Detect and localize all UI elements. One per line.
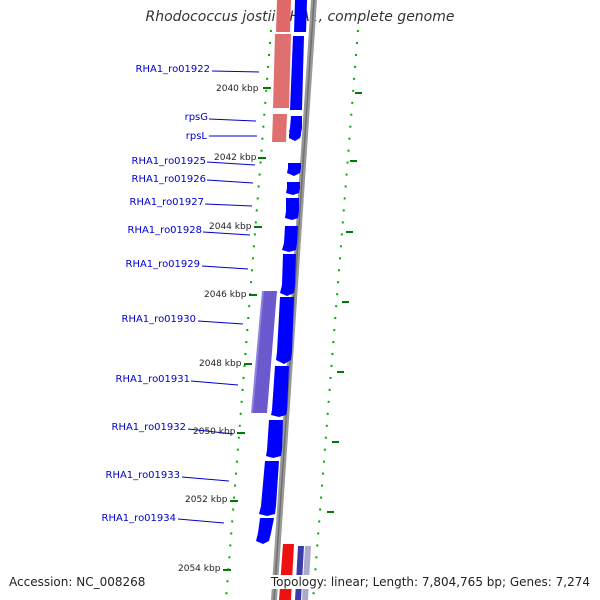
scale-labels: 2040 kbp 2042 kbp 2044 kbp 2046 kbp 2048 kbp… (178, 84, 259, 574)
gene-arrow-RHA1_ro01926[interactable] (286, 182, 300, 195)
gene-leader-line (208, 118, 257, 122)
scale-label: 2044 kbp (209, 222, 252, 232)
gene-label-RHA1_ro01933[interactable]: RHA1_ro01933 (106, 470, 181, 481)
gene-label-RHA1_ro01928[interactable]: RHA1_ro01928 (128, 225, 203, 236)
top-strand-features (276, 0, 307, 32)
gene-leader-line (181, 476, 230, 482)
gene-leader-line (197, 320, 244, 325)
gene-leader-line (177, 518, 225, 524)
gene-arrow-RHA1_ro01931[interactable] (271, 366, 289, 417)
gene-leader-line (190, 380, 239, 386)
gene-labels[interactable]: RHA1_ro01922 rpsG rpsL RHA1_ro01925 RHA1_ro0… (102, 64, 260, 524)
scale-label: 2054 kbp (178, 564, 221, 574)
scale-label: 2040 kbp (216, 84, 259, 94)
gene-arrow-RHA1_ro01932[interactable] (266, 420, 283, 458)
gene-arrow-RHA1_ro01928[interactable] (282, 226, 298, 252)
gene-label-RHA1_ro01934[interactable]: RHA1_ro01934 (102, 513, 177, 524)
scale-label: 2052 kbp (185, 495, 228, 505)
gene-label-RHA1_ro01927[interactable]: RHA1_ro01927 (130, 197, 205, 208)
gene-label-rpsG[interactable]: rpsG (185, 112, 208, 123)
gene-arrows[interactable] (256, 36, 304, 544)
gene-label-rpsL[interactable]: rpsL (186, 131, 208, 142)
gene-label-RHA1_ro01925[interactable]: RHA1_ro01925 (132, 156, 207, 167)
scale-label: 2048 kbp (199, 359, 242, 369)
gene-arrow-RHA1_ro01929[interactable] (280, 254, 296, 296)
gene-leader-line (202, 231, 251, 236)
scale-label: 2050 kbp (193, 427, 236, 437)
operon-band (251, 290, 277, 414)
scale-label: 2046 kbp (204, 290, 247, 300)
gene-label-RHA1_ro01930[interactable]: RHA1_ro01930 (122, 314, 197, 325)
gene-arrow-RHA1_ro01934[interactable] (256, 518, 274, 544)
gene-leader-line (206, 161, 256, 166)
gene-label-RHA1_ro01926[interactable]: RHA1_ro01926 (132, 174, 207, 185)
gene-leader-line (187, 428, 234, 435)
gene-label-RHA1_ro01931[interactable]: RHA1_ro01931 (116, 374, 191, 385)
genome-axis (271, 0, 317, 600)
gene-label-RHA1_ro01922[interactable]: RHA1_ro01922 (136, 64, 211, 75)
topology-text: Topology: linear; Length: 7,804,765 bp; … (270, 575, 590, 589)
gene-leader-line (211, 70, 260, 73)
rna-features (272, 34, 291, 142)
gene-arrow-RHA1_ro01922[interactable] (290, 36, 304, 110)
gene-label-RHA1_ro01932[interactable]: RHA1_ro01932 (112, 422, 187, 433)
gene-arrow-RHA1_ro01930[interactable] (276, 297, 294, 364)
gene-arrow-rpsL[interactable] (289, 130, 301, 141)
bottom-features (279, 544, 311, 600)
gene-label-RHA1_ro01929[interactable]: RHA1_ro01929 (126, 259, 201, 270)
scale-label: 2042 kbp (214, 153, 257, 163)
gene-arrow-RHA1_ro01925[interactable] (287, 163, 301, 176)
accession-text: Accession: NC_008268 (9, 575, 146, 589)
gene-leader-line (206, 179, 254, 184)
gene-arrow-RHA1_ro01927[interactable] (285, 198, 299, 220)
gene-leader-line (204, 203, 253, 207)
gene-arrow-RHA1_ro01933[interactable] (259, 461, 279, 516)
gene-leader-line (201, 265, 249, 270)
